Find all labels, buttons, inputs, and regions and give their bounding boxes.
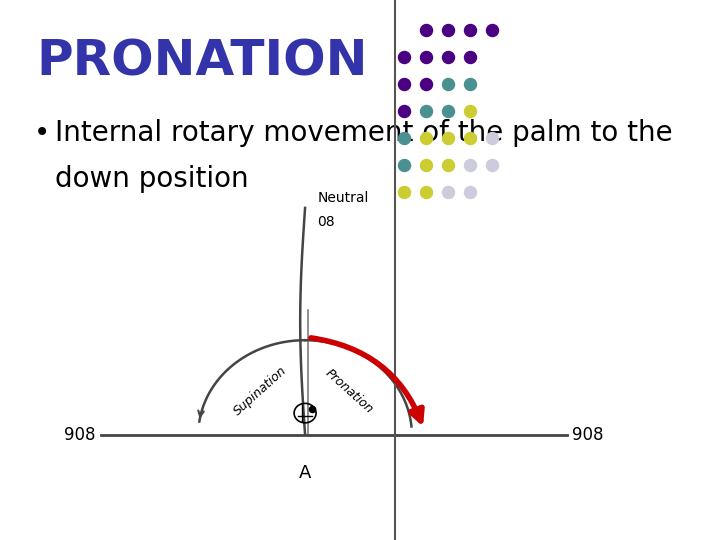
Text: •: •: [34, 119, 50, 147]
Text: PRONATION: PRONATION: [37, 38, 368, 86]
Point: [420, 160, 432, 169]
Point: [464, 25, 476, 34]
Text: Pronation: Pronation: [323, 366, 376, 416]
Point: [442, 79, 454, 88]
Point: [442, 160, 454, 169]
Point: [398, 160, 410, 169]
Point: [486, 133, 498, 142]
Point: [420, 133, 432, 142]
Point: [442, 187, 454, 196]
Point: [307, 404, 318, 413]
Text: Supination: Supination: [232, 364, 290, 418]
Point: [464, 106, 476, 115]
Point: [486, 160, 498, 169]
Point: [420, 106, 432, 115]
Point: [464, 52, 476, 61]
Point: [420, 52, 432, 61]
Point: [420, 79, 432, 88]
Point: [398, 187, 410, 196]
Text: 08: 08: [318, 215, 335, 230]
Text: A: A: [299, 464, 311, 482]
Point: [442, 133, 454, 142]
Point: [398, 52, 410, 61]
FancyArrowPatch shape: [311, 338, 422, 421]
Point: [464, 160, 476, 169]
Text: down position: down position: [55, 165, 248, 193]
Point: [486, 25, 498, 34]
Text: Internal rotary movement of the palm to the: Internal rotary movement of the palm to …: [55, 119, 672, 147]
Point: [420, 25, 432, 34]
Point: [420, 187, 432, 196]
Point: [464, 187, 476, 196]
Point: [398, 106, 410, 115]
Text: Neutral: Neutral: [318, 191, 369, 205]
Text: 908: 908: [64, 426, 96, 444]
Point: [442, 106, 454, 115]
Point: [464, 79, 476, 88]
Point: [398, 133, 410, 142]
Point: [442, 52, 454, 61]
Point: [464, 133, 476, 142]
Point: [398, 79, 410, 88]
Point: [442, 25, 454, 34]
Text: 908: 908: [572, 426, 604, 444]
